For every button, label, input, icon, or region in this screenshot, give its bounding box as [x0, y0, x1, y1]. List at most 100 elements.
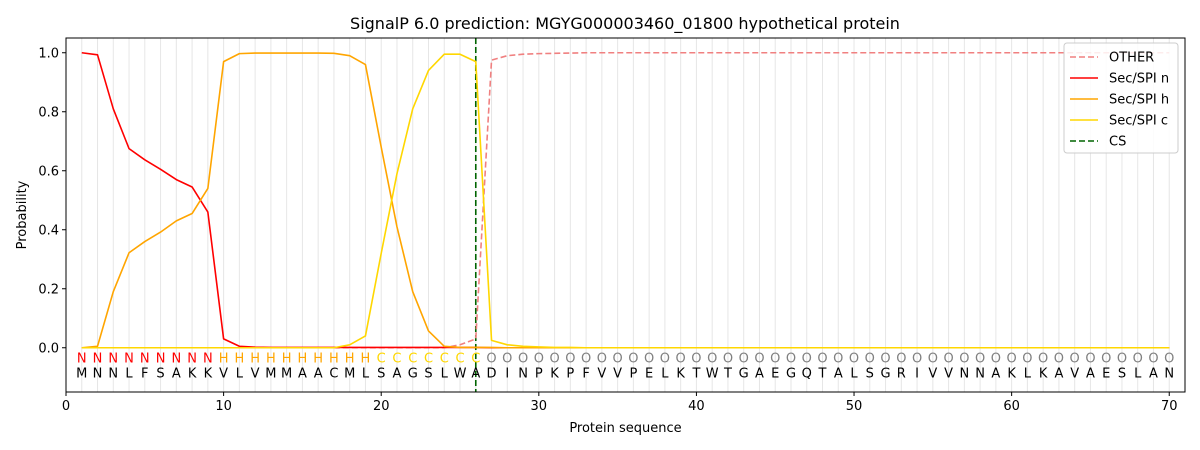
- legend-label: CS: [1109, 135, 1126, 150]
- region-label: C: [408, 352, 417, 367]
- region-label: O: [597, 352, 607, 367]
- region-label: O: [959, 352, 969, 367]
- region-label: H: [345, 352, 355, 367]
- region-label: O: [1148, 352, 1158, 367]
- residue-label: I: [915, 366, 919, 381]
- residue-label: L: [125, 366, 133, 381]
- region-label: O: [676, 352, 686, 367]
- x-tick-label: 10: [215, 399, 232, 414]
- region-label: O: [660, 352, 670, 367]
- residue-label: K: [1007, 366, 1016, 381]
- y-tick-label: 0.8: [38, 105, 59, 120]
- residue-label: A: [172, 366, 181, 381]
- residue-label: M: [76, 366, 87, 381]
- residue-label: M: [265, 366, 276, 381]
- x-tick-label: 60: [1003, 399, 1020, 414]
- residue-label: E: [645, 366, 653, 381]
- residue-label: S: [1118, 366, 1126, 381]
- region-label: O: [817, 352, 827, 367]
- region-label: O: [613, 352, 623, 367]
- residue-label: L: [850, 366, 858, 381]
- residue-label: Q: [802, 366, 812, 381]
- region-label: O: [628, 352, 638, 367]
- region-label: N: [108, 352, 118, 367]
- region-label: O: [486, 352, 496, 367]
- legend-label: Sec/SPI c: [1109, 114, 1168, 129]
- grid-layer: [81, 38, 1170, 392]
- region-label: O: [1007, 352, 1017, 367]
- y-tick-label: 0.2: [38, 282, 59, 297]
- residue-label: E: [1102, 366, 1110, 381]
- residue-label: K: [204, 366, 213, 381]
- region-label: C: [440, 352, 449, 367]
- residue-label: A: [991, 366, 1000, 381]
- region-label: H: [282, 352, 292, 367]
- region-label: O: [534, 352, 544, 367]
- residue-label: V: [251, 366, 260, 381]
- region-label: O: [991, 352, 1001, 367]
- residue-label: C: [329, 366, 338, 381]
- region-label: O: [896, 352, 906, 367]
- axis-layer: 0 10 20 30 40 50 60 70 0.0 0.2 0.4 0.6 0.8 1.0: [38, 46, 1177, 414]
- chart-title: SignalP 6.0 prediction: MGYG000003460_01…: [350, 14, 900, 34]
- residue-label: A: [471, 366, 480, 381]
- region-label: O: [502, 352, 512, 367]
- residue-label: S: [866, 366, 874, 381]
- region-label: O: [943, 352, 953, 367]
- region-label: H: [313, 352, 323, 367]
- region-label: O: [1038, 352, 1048, 367]
- residue-label: T: [818, 366, 827, 381]
- residue-label: V: [597, 366, 606, 381]
- region-label: O: [1133, 352, 1143, 367]
- region-label: C: [377, 352, 386, 367]
- residue-label: L: [1134, 366, 1142, 381]
- region-label: O: [565, 352, 575, 367]
- residue-label: A: [298, 366, 307, 381]
- region-label: H: [234, 352, 244, 367]
- region-label: C: [471, 352, 480, 367]
- x-tick-label: 0: [62, 399, 70, 414]
- residue-label: A: [1086, 366, 1095, 381]
- y-tick-label: 0.4: [38, 223, 59, 238]
- residue-label: K: [188, 366, 197, 381]
- residue-label: F: [141, 366, 148, 381]
- region-label: O: [707, 352, 717, 367]
- sequence-annotation-layer: NMNNNNNLNFNSNANKNKHVHLHVHMHMHAHAHCHMHLCS…: [76, 352, 1174, 382]
- residue-label: I: [505, 366, 509, 381]
- region-label: O: [1054, 352, 1064, 367]
- series-layer: [81, 51, 1170, 349]
- residue-label: G: [881, 366, 891, 381]
- region-label: O: [833, 352, 843, 367]
- residue-label: N: [959, 366, 969, 381]
- residue-label: A: [1149, 366, 1158, 381]
- residue-label: L: [362, 366, 370, 381]
- region-label: O: [802, 352, 812, 367]
- region-label: O: [1164, 352, 1174, 367]
- legend-label: OTHER: [1109, 51, 1154, 66]
- residue-label: W: [706, 366, 719, 381]
- region-label: H: [250, 352, 260, 367]
- residue-label: P: [535, 366, 543, 381]
- residue-label: M: [281, 366, 292, 381]
- region-label: N: [156, 352, 166, 367]
- residue-label: P: [566, 366, 574, 381]
- residue-label: M: [344, 366, 355, 381]
- residue-label: A: [1054, 366, 1063, 381]
- residue-label: V: [1070, 366, 1079, 381]
- y-tick-label: 0.6: [38, 164, 59, 179]
- region-label: O: [581, 352, 591, 367]
- residue-label: V: [944, 366, 953, 381]
- residue-label: V: [613, 366, 622, 381]
- region-label: O: [786, 352, 796, 367]
- residue-label: L: [236, 366, 244, 381]
- region-label: O: [975, 352, 985, 367]
- residue-label: G: [739, 366, 749, 381]
- legend-box: [1063, 42, 1179, 154]
- region-label: N: [203, 352, 213, 367]
- region-label: O: [912, 352, 922, 367]
- region-label: O: [880, 352, 890, 367]
- region-label: H: [329, 352, 339, 367]
- residue-label: K: [1039, 366, 1048, 381]
- residue-label: N: [93, 366, 103, 381]
